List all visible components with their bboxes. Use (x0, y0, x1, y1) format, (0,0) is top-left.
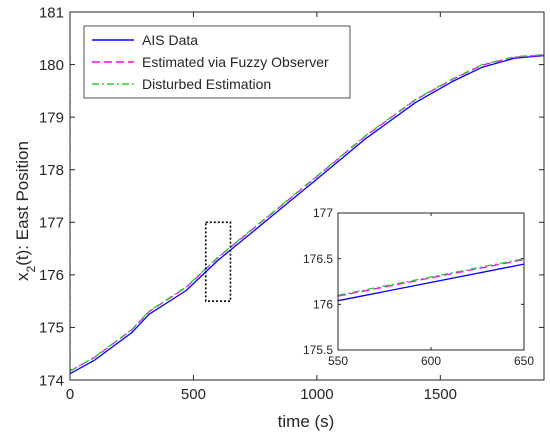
inset-series-line-3 (338, 258, 524, 296)
main-series-line-3 (70, 53, 544, 372)
x-axis-label: time (s) (278, 412, 335, 431)
legend-label-3: Disturbed Estimation (142, 76, 271, 92)
inset-x-tick-label: 650 (514, 354, 534, 368)
inset-series-group (338, 258, 524, 302)
y-axis-label-rest: (t): East Position (13, 141, 32, 266)
legend: AIS Data Estimated via Fuzzy Observer Dist… (83, 25, 351, 99)
inset-background (338, 213, 524, 350)
main-x-tick-label: 500 (181, 386, 206, 403)
main-y-tick-label: 178 (39, 162, 64, 179)
zoom-region-box (204, 221, 232, 302)
main-y-tick-label: 180 (39, 57, 64, 74)
inset-x-tick-label: 600 (421, 354, 441, 368)
inset-plot: 550 600 650 175.5 176 176.5 177 (303, 206, 534, 368)
inset-series-line-2 (338, 258, 524, 297)
y-axis-label: x2(t): East Position (13, 141, 38, 281)
main-series-line-1 (70, 54, 544, 375)
inset-y-tick-label: 176 (313, 298, 333, 312)
main-y-tick-label: 174 (39, 372, 64, 389)
main-y-tick-label: 177 (39, 215, 64, 232)
main-x-tick-label: 1000 (300, 386, 333, 403)
main-y-tick-label: 179 (39, 109, 64, 126)
inset-y-tick-label: 176.5 (303, 252, 333, 266)
main-y-tick-label: 176 (39, 267, 64, 284)
inset-x-tick-label: 550 (328, 354, 348, 368)
legend-label-2: Estimated via Fuzzy Observer (142, 54, 329, 70)
inset-series-line-1 (338, 263, 524, 302)
inset-y-tick-label: 177 (313, 206, 333, 220)
y-axis-label-subscript: 2 (24, 265, 38, 272)
main-series-group (70, 53, 544, 375)
y-axis-label-main: x (13, 272, 32, 281)
main-x-tick-label: 1500 (424, 386, 457, 403)
legend-label-1: AIS Data (142, 32, 198, 48)
main-y-tick-label: 181 (39, 4, 64, 21)
main-y-tick-label: 175 (39, 320, 64, 337)
main-axes-frame (69, 11, 545, 381)
inset-y-tick-label: 175.5 (303, 343, 333, 357)
main-x-tick-label: 0 (66, 386, 74, 403)
